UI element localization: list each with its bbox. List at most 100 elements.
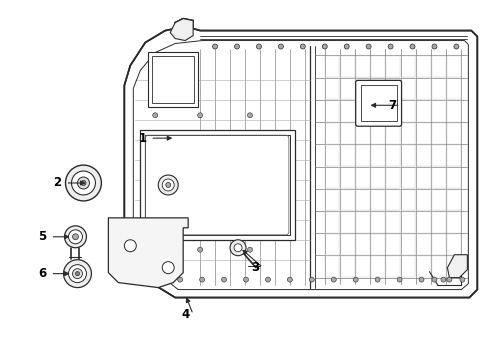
- Bar: [355, 234, 369, 255]
- Bar: [430, 167, 445, 188]
- FancyBboxPatch shape: [140, 130, 294, 240]
- Bar: [430, 189, 445, 211]
- Circle shape: [197, 113, 202, 118]
- Circle shape: [162, 262, 174, 274]
- Circle shape: [229, 240, 245, 256]
- Bar: [400, 211, 414, 233]
- Bar: [325, 234, 339, 255]
- Bar: [400, 78, 414, 99]
- Circle shape: [212, 44, 217, 49]
- Circle shape: [322, 44, 326, 49]
- Bar: [430, 123, 445, 144]
- Bar: [415, 100, 429, 122]
- Circle shape: [440, 277, 445, 282]
- Circle shape: [124, 240, 136, 252]
- Bar: [400, 189, 414, 211]
- Bar: [355, 78, 369, 99]
- Bar: [446, 100, 460, 122]
- Circle shape: [309, 277, 314, 282]
- Circle shape: [374, 277, 379, 282]
- Polygon shape: [124, 19, 476, 298]
- Circle shape: [162, 179, 174, 191]
- Text: 2: 2: [53, 176, 61, 189]
- Bar: [415, 56, 429, 77]
- Text: 1: 1: [138, 132, 146, 145]
- Circle shape: [366, 44, 370, 49]
- Circle shape: [453, 44, 458, 49]
- Bar: [430, 211, 445, 233]
- Bar: [430, 56, 445, 77]
- Circle shape: [72, 234, 78, 240]
- Bar: [325, 100, 339, 122]
- Bar: [400, 56, 414, 77]
- Circle shape: [256, 44, 261, 49]
- Circle shape: [247, 113, 252, 118]
- Circle shape: [64, 226, 86, 248]
- Circle shape: [446, 277, 451, 282]
- Circle shape: [158, 175, 178, 195]
- Circle shape: [63, 260, 91, 288]
- Bar: [370, 211, 384, 233]
- Bar: [370, 78, 384, 99]
- Bar: [355, 167, 369, 188]
- Bar: [325, 78, 339, 99]
- Bar: [355, 123, 369, 144]
- Text: 4: 4: [181, 308, 189, 321]
- Circle shape: [409, 44, 414, 49]
- Bar: [340, 100, 354, 122]
- Circle shape: [247, 247, 252, 252]
- Circle shape: [81, 180, 86, 185]
- Text: 5: 5: [39, 230, 47, 243]
- Bar: [370, 189, 384, 211]
- Bar: [385, 100, 399, 122]
- Bar: [370, 100, 384, 122]
- Bar: [446, 56, 460, 77]
- Bar: [370, 167, 384, 188]
- Circle shape: [177, 277, 183, 282]
- Bar: [325, 189, 339, 211]
- Bar: [400, 256, 414, 277]
- Polygon shape: [108, 218, 188, 288]
- Bar: [385, 167, 399, 188]
- Bar: [446, 145, 460, 166]
- Polygon shape: [447, 255, 467, 278]
- Circle shape: [234, 244, 242, 252]
- Circle shape: [300, 44, 305, 49]
- Circle shape: [75, 272, 80, 276]
- Circle shape: [197, 247, 202, 252]
- Bar: [325, 211, 339, 233]
- Bar: [385, 234, 399, 255]
- Circle shape: [65, 165, 101, 201]
- Bar: [385, 56, 399, 77]
- Circle shape: [431, 44, 436, 49]
- Bar: [446, 167, 460, 188]
- Bar: [340, 234, 354, 255]
- Bar: [415, 145, 429, 166]
- Bar: [355, 189, 369, 211]
- Bar: [355, 100, 369, 122]
- Bar: [385, 78, 399, 99]
- Bar: [355, 256, 369, 277]
- Bar: [415, 123, 429, 144]
- Polygon shape: [170, 19, 193, 41]
- Circle shape: [459, 277, 464, 282]
- Bar: [430, 234, 445, 255]
- Bar: [415, 211, 429, 233]
- Circle shape: [71, 171, 95, 195]
- Bar: [385, 211, 399, 233]
- Bar: [370, 56, 384, 77]
- Circle shape: [72, 269, 82, 279]
- Bar: [325, 123, 339, 144]
- Circle shape: [387, 44, 392, 49]
- Bar: [446, 211, 460, 233]
- Bar: [340, 123, 354, 144]
- Bar: [340, 211, 354, 233]
- Bar: [446, 123, 460, 144]
- Bar: [415, 167, 429, 188]
- Bar: [340, 167, 354, 188]
- Bar: [430, 145, 445, 166]
- Bar: [400, 100, 414, 122]
- Circle shape: [243, 277, 248, 282]
- Circle shape: [330, 277, 336, 282]
- Bar: [340, 78, 354, 99]
